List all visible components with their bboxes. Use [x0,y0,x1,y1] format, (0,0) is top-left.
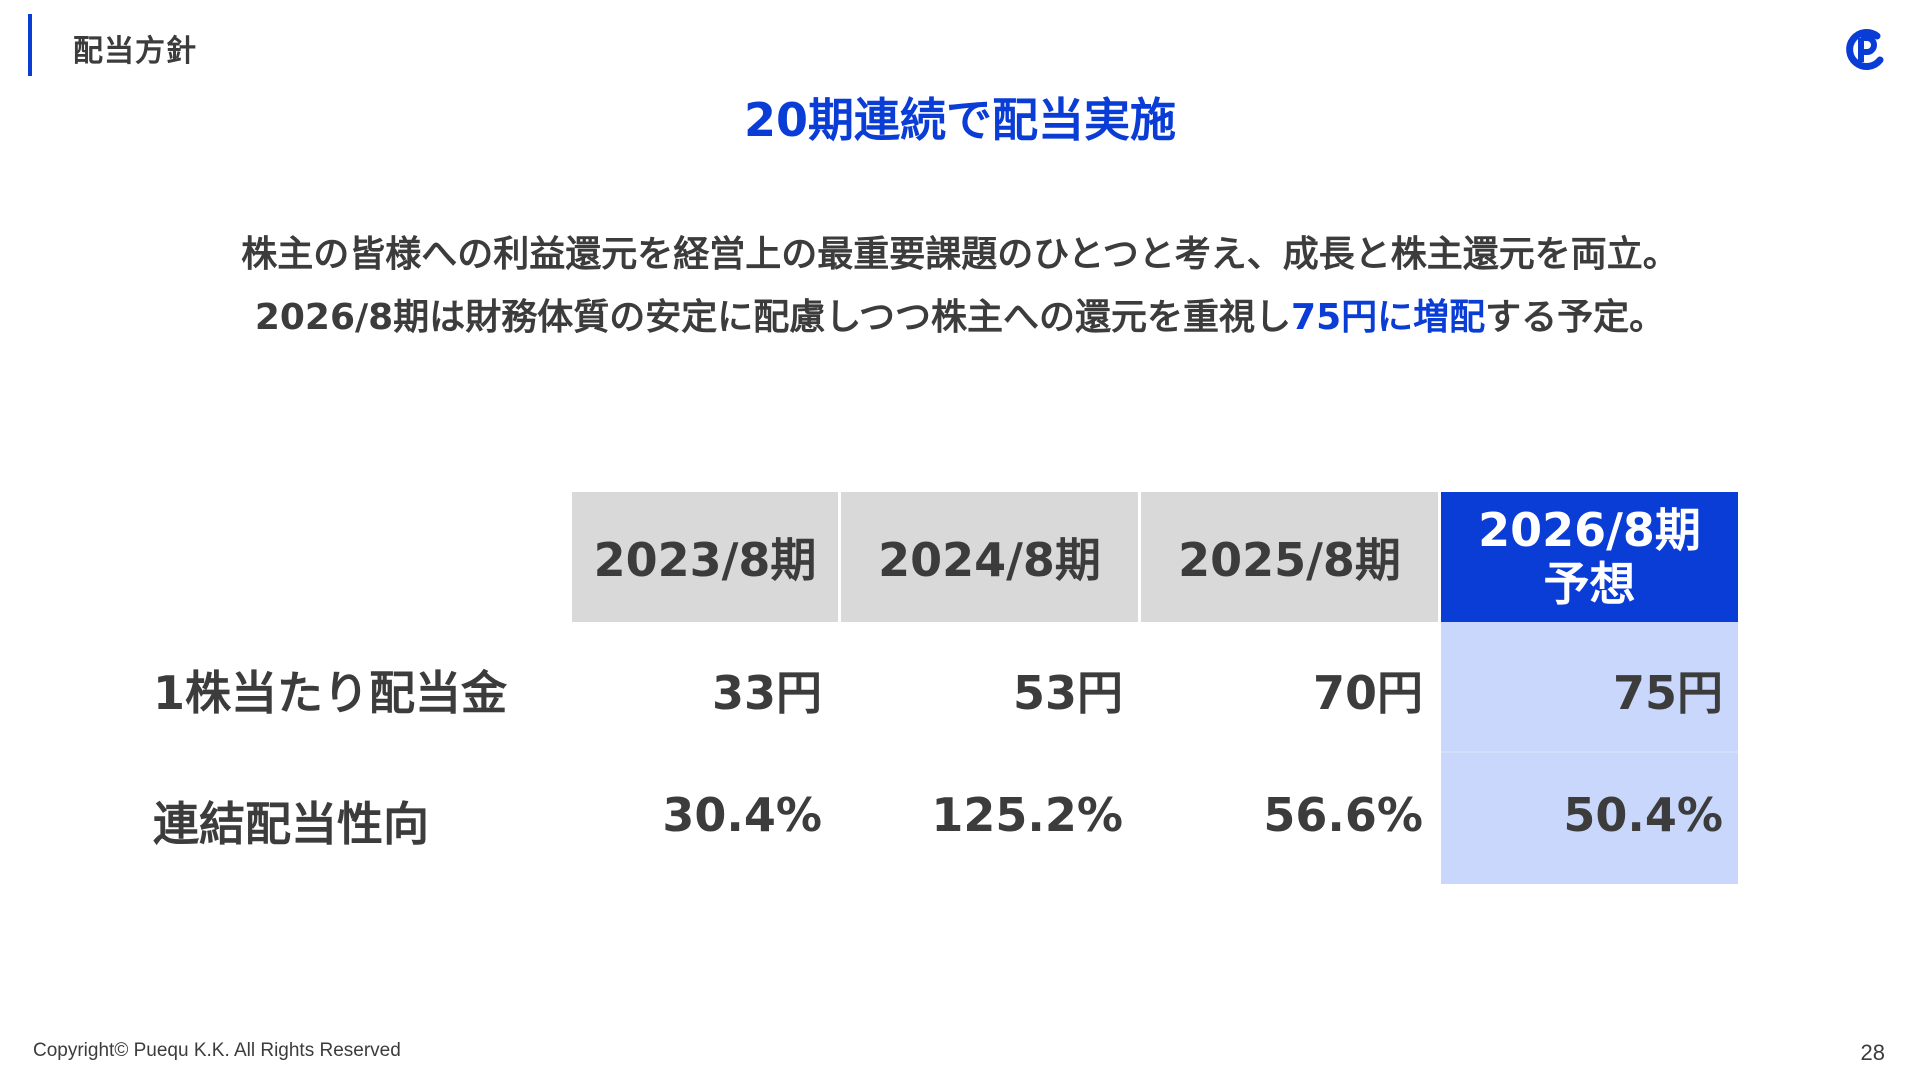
table-header-fy2026-forecast: 2026/8期 予想 [1441,492,1738,622]
row-label-payout-ratio: 連結配当性向 [153,797,429,851]
pueqiu-logo-icon [1846,29,1884,70]
table-header-fy2026-label: 2026/8期 [1478,503,1701,557]
forecast-column-highlight [1441,622,1738,884]
row-label-dividend-per-share: 1株当たり配当金 [153,666,508,720]
table-cell: 33円 [711,666,822,720]
lead-text-line-2: 2026/8期は財務体質の安定に配慮しつつ株主への還元を重視し75円に増配する予… [0,288,1920,340]
section-accent-bar [28,14,32,76]
lead-text-line-1: 株主の皆様への利益還元を経営上の最重要課題のひとつと考え、成長と株主還元を両立。 [241,234,1679,275]
page-number: 28 [1860,1040,1885,1065]
lead-text-line-2-start: 2026/8期は財務体質の安定に配慮しつつ株主への還元を重視し [254,297,1292,338]
forecast-row-divider [1441,751,1738,753]
table-cell-forecast: 75円 [1612,666,1723,720]
lead-text-line-2-end: する予定。 [1485,297,1666,338]
table-cell: 53円 [1012,666,1123,720]
page-title: 20期連続で配当実施 [743,93,1176,147]
lead-text-highlight: 75円に増配 [1291,297,1486,338]
table-cell-forecast: 50.4% [1563,788,1723,842]
table-cell: 125.2% [931,788,1123,842]
table-cell: 30.4% [662,788,822,842]
table-header-fy2025: 2025/8期 [1141,492,1438,622]
table-cell: 56.6% [1263,788,1423,842]
table-header-forecast-label: 予想 [1543,557,1636,611]
copyright-footer: Copyright© Puequ K.K. All Rights Reserve… [33,1040,401,1061]
table-header-fy2024: 2024/8期 [841,492,1138,622]
section-label: 配当方針 [73,34,197,69]
table-cell: 70円 [1312,666,1423,720]
table-header-fy2023: 2023/8期 [572,492,838,622]
